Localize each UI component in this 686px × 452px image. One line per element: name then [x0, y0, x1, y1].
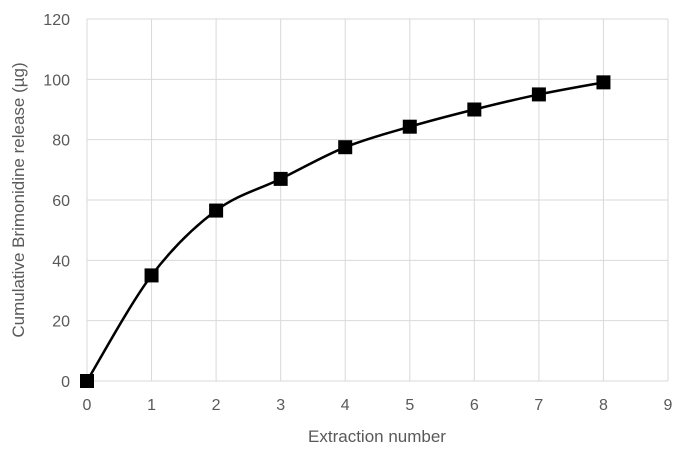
data-point	[596, 75, 611, 90]
x-tick-label: 0	[83, 397, 92, 414]
y-tick-label: 60	[52, 193, 70, 210]
y-tick-label: 20	[52, 314, 70, 331]
x-tick-label: 5	[405, 397, 414, 414]
data-markers	[80, 75, 611, 388]
data-point	[467, 102, 482, 117]
y-tick-label: 100	[43, 72, 70, 89]
y-axis-title: Cumulative Brimonidine release (µg)	[9, 62, 28, 337]
data-point	[209, 203, 224, 218]
x-tick-label: 8	[599, 397, 608, 414]
x-axis-ticks: 0 1 2 3 4 5 6 7 8 9	[83, 397, 673, 414]
data-point	[531, 87, 546, 102]
data-point	[80, 374, 94, 388]
data-point	[144, 268, 159, 283]
y-tick-label: 0	[61, 374, 70, 391]
y-tick-label: 40	[52, 253, 70, 270]
x-tick-label: 6	[470, 397, 479, 414]
x-tick-label: 2	[212, 397, 221, 414]
x-tick-label: 1	[147, 397, 156, 414]
y-tick-label: 80	[52, 133, 70, 150]
y-tick-label: 120	[43, 12, 70, 29]
data-point	[273, 171, 288, 186]
data-point	[338, 140, 353, 155]
x-tick-label: 7	[534, 397, 543, 414]
x-axis-title: Extraction number	[308, 427, 446, 446]
data-point	[402, 119, 417, 134]
x-tick-label: 9	[664, 397, 673, 414]
x-tick-label: 4	[341, 397, 350, 414]
y-axis-ticks: 0 20 40 60 80 100 120	[43, 12, 70, 391]
grid	[86, 18, 669, 382]
x-tick-label: 3	[276, 397, 285, 414]
